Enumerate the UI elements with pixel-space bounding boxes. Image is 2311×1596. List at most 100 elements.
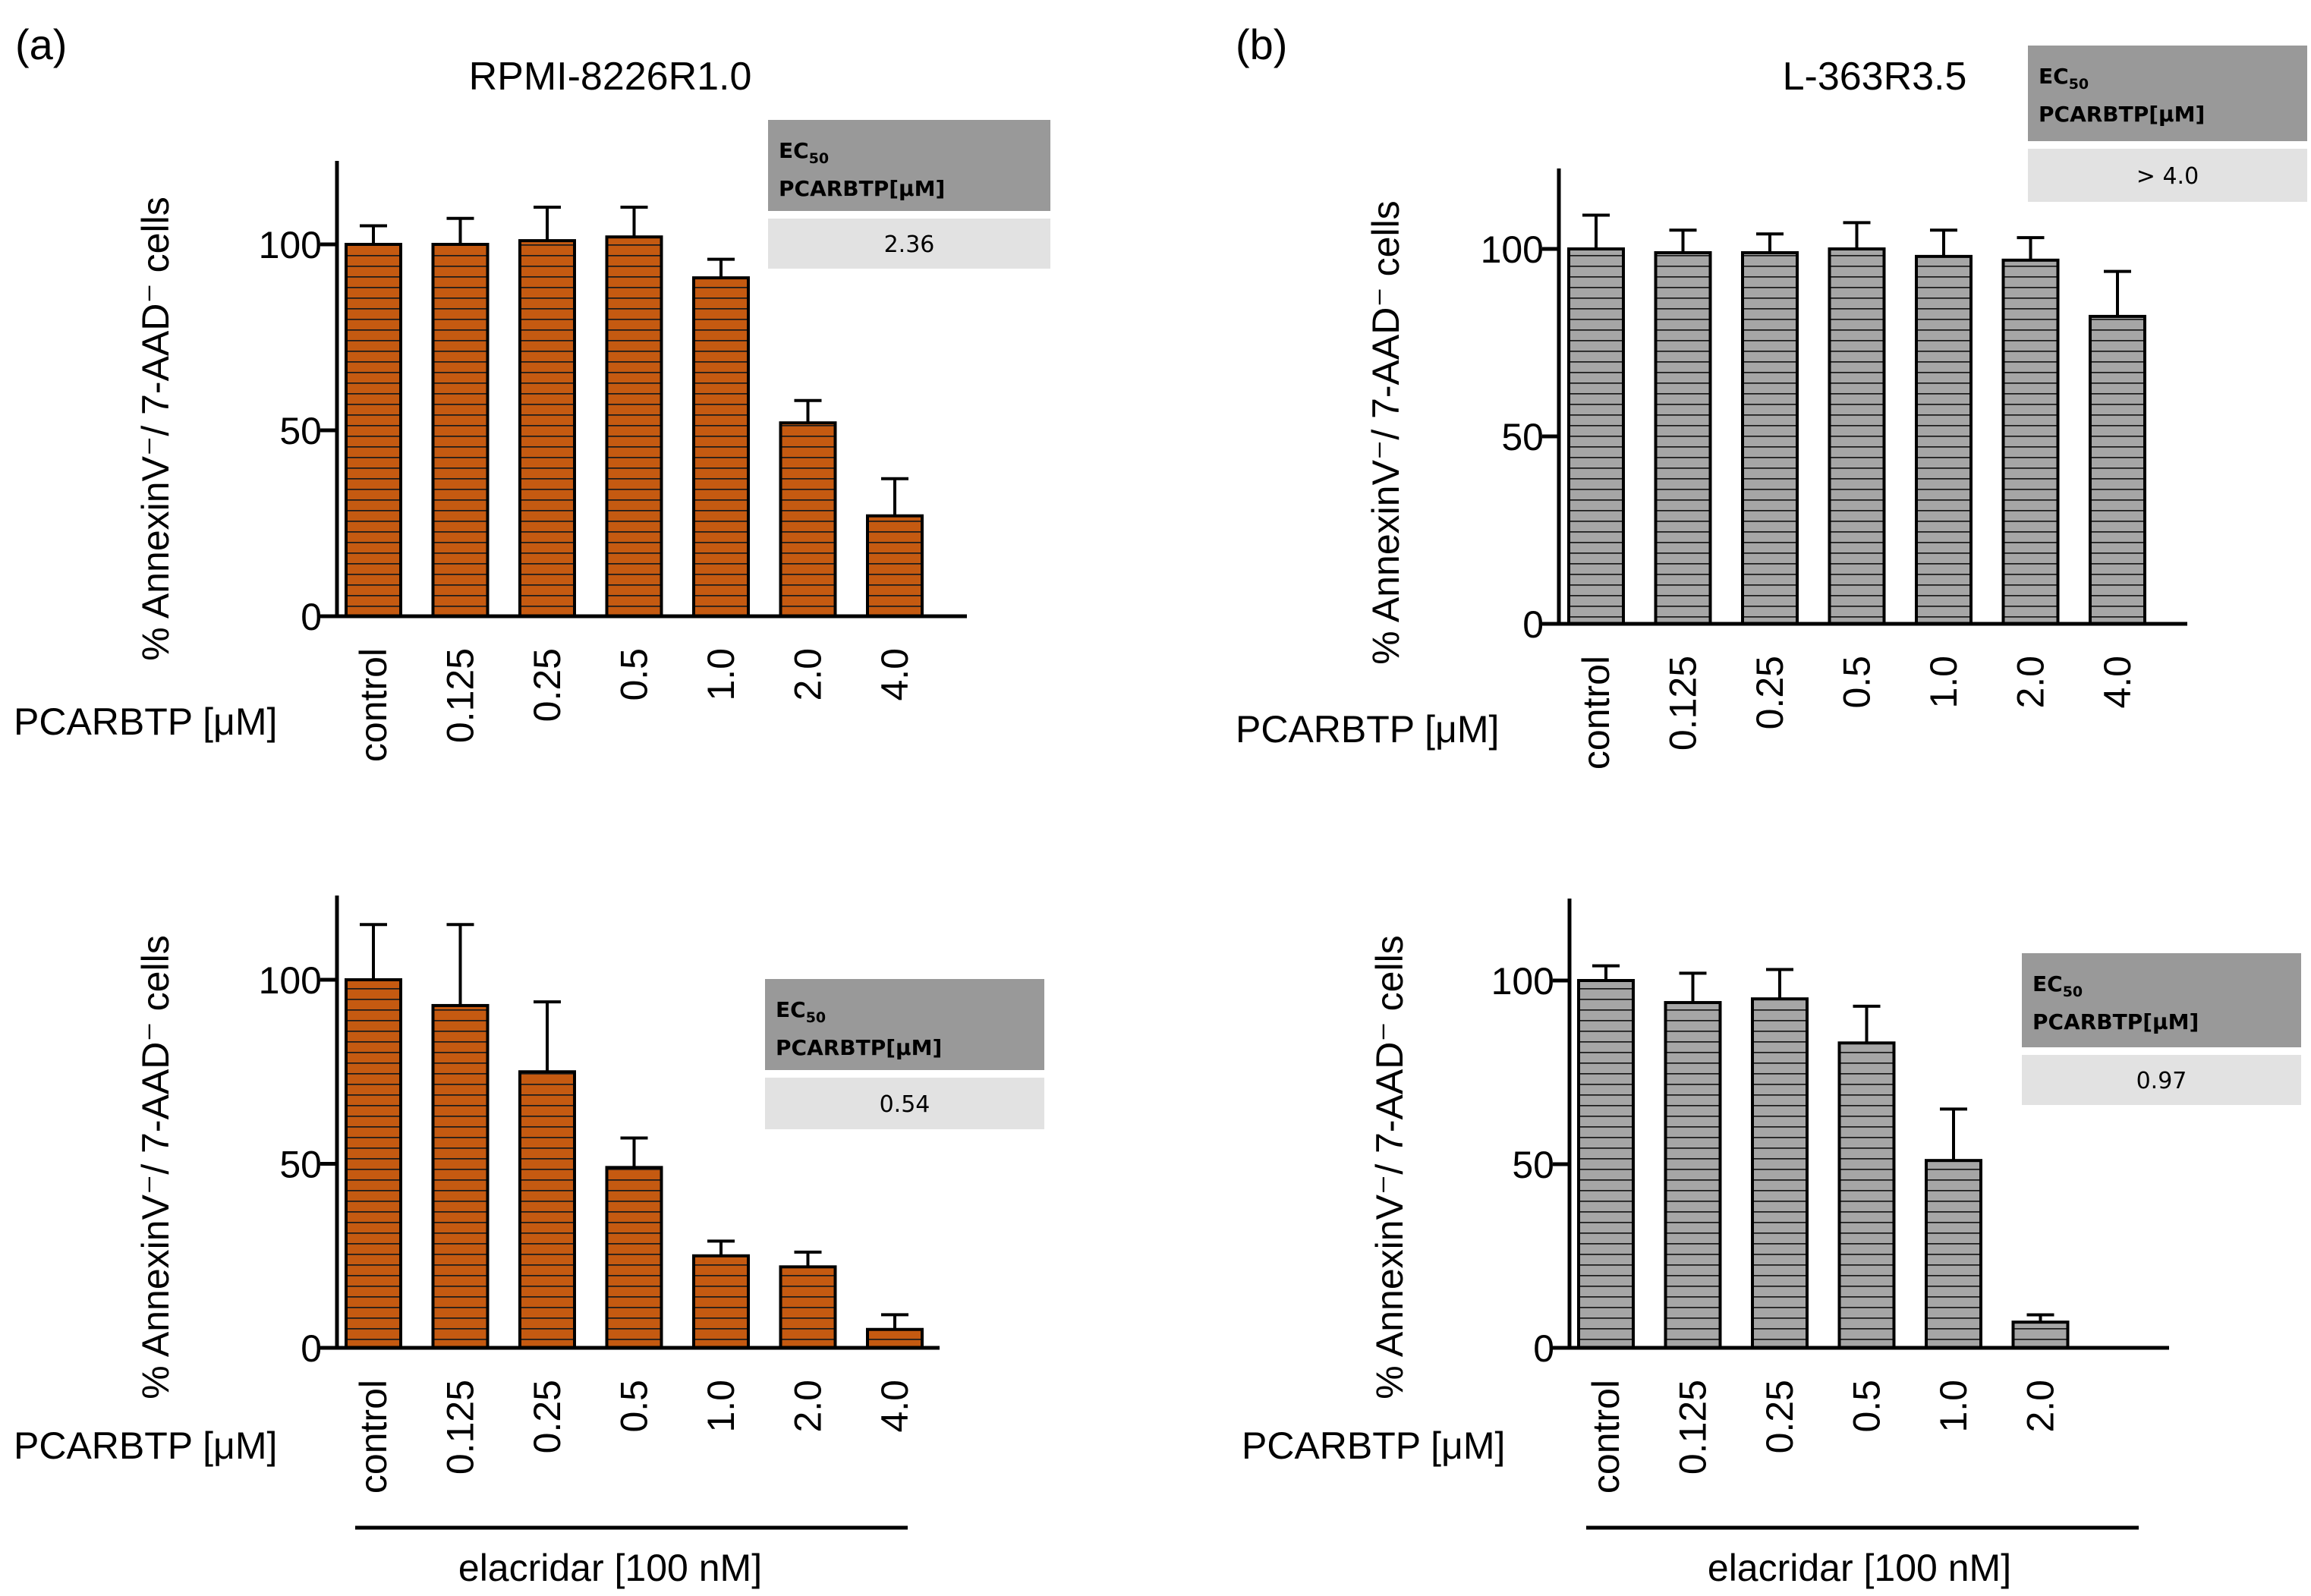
y-tick-label: 0 (301, 596, 322, 638)
x-tick-label: 4.0 (2096, 656, 2139, 709)
x-tick-label: 0.125 (439, 1380, 482, 1475)
ec50-value: 0.97 (2136, 1068, 2187, 1094)
ec50-value-box (765, 1078, 1044, 1129)
bar (779, 421, 837, 619)
bar (431, 243, 490, 618)
x-tick-label: 0.125 (439, 648, 482, 743)
x-tick-label: 4.0 (874, 648, 916, 701)
ec50-header-box (765, 979, 1044, 1070)
ec50-unit-label: PCARBTP[μM] (2039, 102, 2205, 127)
ec50-value: 2.36 (884, 231, 935, 258)
panel-title-a: RPMI-8226R1.0 (469, 55, 752, 99)
bar (1664, 1001, 1722, 1350)
chart-a-bottom: control 0.125 0.25 0.5 1.0 2.0 4.0 0 50 100 % Anne… (14, 896, 1044, 1589)
bar (692, 1254, 750, 1349)
bar (605, 235, 663, 618)
bar (1837, 1041, 1896, 1350)
bar (2011, 1321, 2070, 1349)
bar (1654, 250, 1712, 625)
chart-a-top: control 0.125 0.25 0.5 1.0 2.0 4.0 0 50 100 % Anne… (14, 120, 1050, 762)
y-tick-label: 0 (1522, 603, 1544, 646)
y-tick-label: 100 (259, 959, 322, 1002)
y-tick-label: 100 (259, 224, 322, 266)
x-axis-label: PCARBTP [μM] (1242, 1424, 1505, 1467)
ec50-unit-label: PCARBTP[μM] (779, 176, 945, 201)
y-axis-label: % AnnexinV⁻/ 7-AAD⁻ cells (134, 197, 177, 660)
bar (866, 1327, 924, 1349)
ec50-value: 0.54 (880, 1091, 930, 1118)
bar (345, 243, 402, 618)
bar (1577, 979, 1635, 1349)
x-tick-label: 2.0 (2010, 656, 2052, 709)
bar (345, 978, 402, 1349)
x-tick-label: 0.125 (1662, 656, 1705, 751)
bar (605, 1166, 663, 1349)
ec50-header-label: EC50 (2032, 971, 2083, 1000)
x-tick-label: 1.0 (1932, 1380, 1975, 1433)
bar (1915, 254, 1973, 625)
x-tick-label: 0.25 (526, 648, 568, 722)
ec50-header-box (2028, 46, 2307, 141)
panel-label-a: (a) (15, 20, 67, 68)
y-tick-label: 100 (1491, 960, 1554, 1003)
y-tick-label: 50 (1512, 1144, 1554, 1186)
x-tick-label: 0.125 (1672, 1380, 1714, 1475)
x-tick-label: control (352, 1380, 395, 1494)
x-tick-label: 0.25 (526, 1380, 568, 1453)
bar (692, 276, 750, 618)
bar (1741, 250, 1799, 625)
ec50-header-box (2022, 953, 2301, 1047)
y-tick-label: 100 (1481, 228, 1544, 271)
chart-b-top: control 0.125 0.25 0.5 1.0 2.0 4.0 0 50 100 % Anne… (1236, 46, 2307, 770)
ec50-value-box (2022, 1055, 2301, 1105)
y-tick-label: 0 (301, 1327, 322, 1370)
y-tick-label: 50 (1501, 416, 1544, 458)
bar (431, 1003, 490, 1349)
bar (779, 1265, 837, 1350)
ec50-unit-label: PCARBTP[μM] (776, 1035, 942, 1060)
bar (2089, 314, 2146, 625)
bar (518, 1070, 576, 1349)
y-tick-label: 50 (279, 1144, 322, 1186)
bar (2001, 258, 2060, 625)
ec50-header-box (768, 120, 1050, 211)
y-tick-label: 50 (279, 410, 322, 452)
ec50-header-label: EC50 (776, 997, 826, 1026)
x-tick-label: 2.0 (787, 1380, 830, 1433)
y-tick-label: 0 (1533, 1327, 1554, 1370)
treatment-label: elacridar [100 nM] (458, 1547, 762, 1589)
y-axis-label: % AnnexinV⁻/ 7-AAD⁻ cells (134, 935, 177, 1399)
x-tick-label: 1.0 (1922, 656, 1965, 709)
bar (1925, 1159, 1982, 1350)
x-tick-label: 0.5 (613, 1380, 656, 1433)
x-tick-label: 0.5 (1846, 1380, 1888, 1433)
x-axis-label: PCARBTP [μM] (14, 1424, 277, 1467)
x-tick-label: control (352, 648, 395, 762)
bar (1567, 247, 1625, 625)
x-tick-label: control (1585, 1380, 1627, 1494)
x-tick-label: 0.25 (1758, 1380, 1801, 1453)
ec50-value-box (768, 219, 1050, 269)
ec50-unit-label: PCARBTP[μM] (2032, 1009, 2199, 1034)
bar (518, 239, 576, 618)
bar (1751, 997, 1809, 1349)
bar (866, 514, 924, 619)
x-tick-label: 0.5 (613, 648, 656, 701)
panel-label-b: (b) (1236, 20, 1287, 68)
ec50-header-label: EC50 (779, 138, 829, 167)
x-axis-label: PCARBTP [μM] (1236, 708, 1499, 751)
y-axis-label: % AnnexinV⁻/ 7-AAD⁻ cells (1365, 200, 1407, 664)
x-tick-label: 4.0 (874, 1380, 916, 1433)
bar (1828, 247, 1886, 625)
x-tick-label: 2.0 (2020, 1380, 2062, 1433)
chart-b-bottom: control 0.125 0.25 0.5 1.0 2.0 0 50 100 % Annexin… (1242, 899, 2301, 1589)
y-axis-label: % AnnexinV⁻/ 7-AAD⁻ cells (1368, 935, 1411, 1399)
x-tick-label: 0.25 (1749, 656, 1791, 729)
ec50-value: > 4.0 (2136, 163, 2199, 190)
x-tick-label: 1.0 (700, 1380, 742, 1433)
ec50-header-label: EC50 (2039, 64, 2089, 93)
ec50-value-box (2028, 149, 2307, 202)
x-tick-label: control (1575, 656, 1617, 770)
x-tick-label: 2.0 (787, 648, 830, 701)
